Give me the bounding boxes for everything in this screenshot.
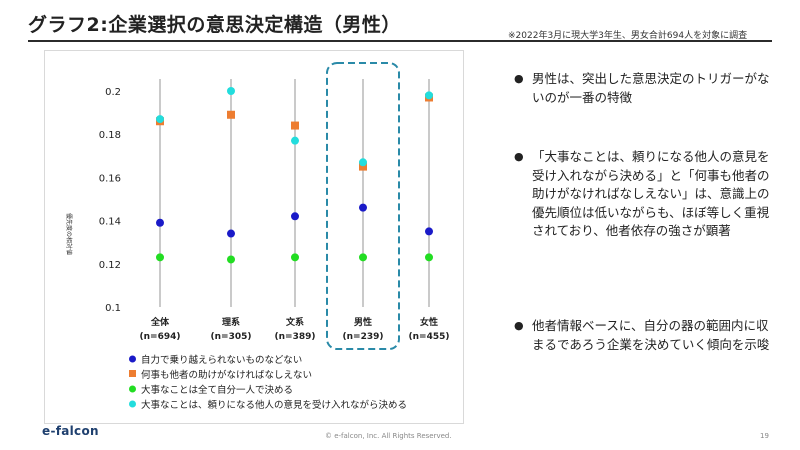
legend-label: 大事なことは、頼りになる他人の意見を受け入れながら決める (141, 399, 407, 411)
legend-marker (129, 400, 136, 408)
bullet-item: ● 「大事なことは、頼りになる他人の意見を受け入れながら決める」と「何事も他者の… (514, 148, 776, 241)
x-category-label: 理系 (222, 316, 240, 328)
copyright-text: © e-falcon, Inc. All Rights Reserved. (325, 432, 452, 440)
data-point (291, 212, 299, 221)
x-category-count: (n=694) (140, 332, 181, 342)
page-number: 19 (760, 432, 769, 440)
bullet-dot-icon: ● (514, 72, 524, 85)
bullet-text: 他者情報ベースに、自分の器の範囲内に収まるであろう企業を決めていく傾向を示唆 (532, 318, 770, 352)
x-category-label: 全体 (150, 316, 170, 328)
bullet-text: 男性は、突出した意思決定のトリガーがないのが一番の特徴 (532, 71, 770, 105)
data-point-square (359, 162, 367, 171)
bullet-item: ● 他者情報ベースに、自分の器の範囲内に収まるであろう企業を決めていく傾向を示唆 (514, 317, 776, 354)
x-category-count: (n=455) (409, 332, 450, 342)
y-tick-label: 0.2 (105, 87, 121, 98)
y-axis-title: 優先度の相対値 (65, 213, 73, 255)
y-tick-label: 0.1 (105, 303, 121, 314)
data-point (291, 253, 299, 262)
title-divider (28, 40, 772, 42)
chart-panel: 優先度の相対値 0.1 0.12 0.14 0.16 0.18 0.2 全体 (n=694) 理系… (44, 50, 464, 424)
x-category-count: (n=389) (275, 332, 316, 342)
bullet-text: 「大事なことは、頼りになる他人の意見を受け入れながら決める」と「何事も他者の助け… (532, 149, 770, 238)
x-category-count: (n=239) (343, 332, 384, 342)
bullet-item: ● 男性は、突出した意思決定のトリガーがないのが一番の特徴 (514, 70, 776, 107)
y-tick-label: 0.12 (99, 260, 121, 271)
data-point (227, 255, 235, 264)
x-category-label: 男性 (354, 316, 372, 328)
data-point (425, 91, 433, 100)
legend-marker-square (129, 370, 136, 377)
y-tick-label: 0.14 (99, 217, 121, 228)
data-point (291, 136, 299, 145)
scatter-chart: 優先度の相対値 0.1 0.12 0.14 0.16 0.18 0.2 全体 (n=694) 理系… (65, 62, 450, 411)
x-category-count: (n=305) (211, 332, 252, 342)
bullet-dot-icon: ● (514, 319, 524, 332)
data-point (156, 115, 164, 124)
data-point (359, 253, 367, 262)
data-point (359, 158, 367, 167)
x-category-label: 文系 (285, 316, 304, 328)
legend-label: 大事なことは全て自分一人で決める (141, 384, 293, 396)
data-point (227, 87, 235, 95)
y-tick-label: 0.16 (99, 173, 121, 184)
slide-title: グラフ2:企業選択の意思決定構造（男性） (28, 14, 401, 36)
data-point (227, 229, 235, 238)
data-point (425, 253, 433, 262)
bullet-dot-icon: ● (514, 150, 524, 163)
y-tick-label: 0.18 (99, 130, 121, 141)
data-point (156, 253, 164, 262)
legend-marker (129, 355, 136, 363)
legend-label: 自力で乗り越えられないものなどない (141, 354, 302, 366)
data-point (359, 203, 367, 212)
data-point (156, 218, 164, 227)
data-point-square (291, 121, 299, 130)
legend-label: 何事も他者の助けがなければなしえない (141, 369, 312, 381)
footer-logo: e-falcon (42, 424, 99, 438)
data-point-square (227, 110, 235, 119)
data-point (425, 227, 433, 236)
survey-note: ※2022年3月に現大学3年生、男女合計694人を対象に調査 (508, 31, 748, 41)
x-category-label: 女性 (420, 316, 438, 328)
legend-marker (129, 385, 136, 393)
highlight-box (326, 62, 400, 350)
